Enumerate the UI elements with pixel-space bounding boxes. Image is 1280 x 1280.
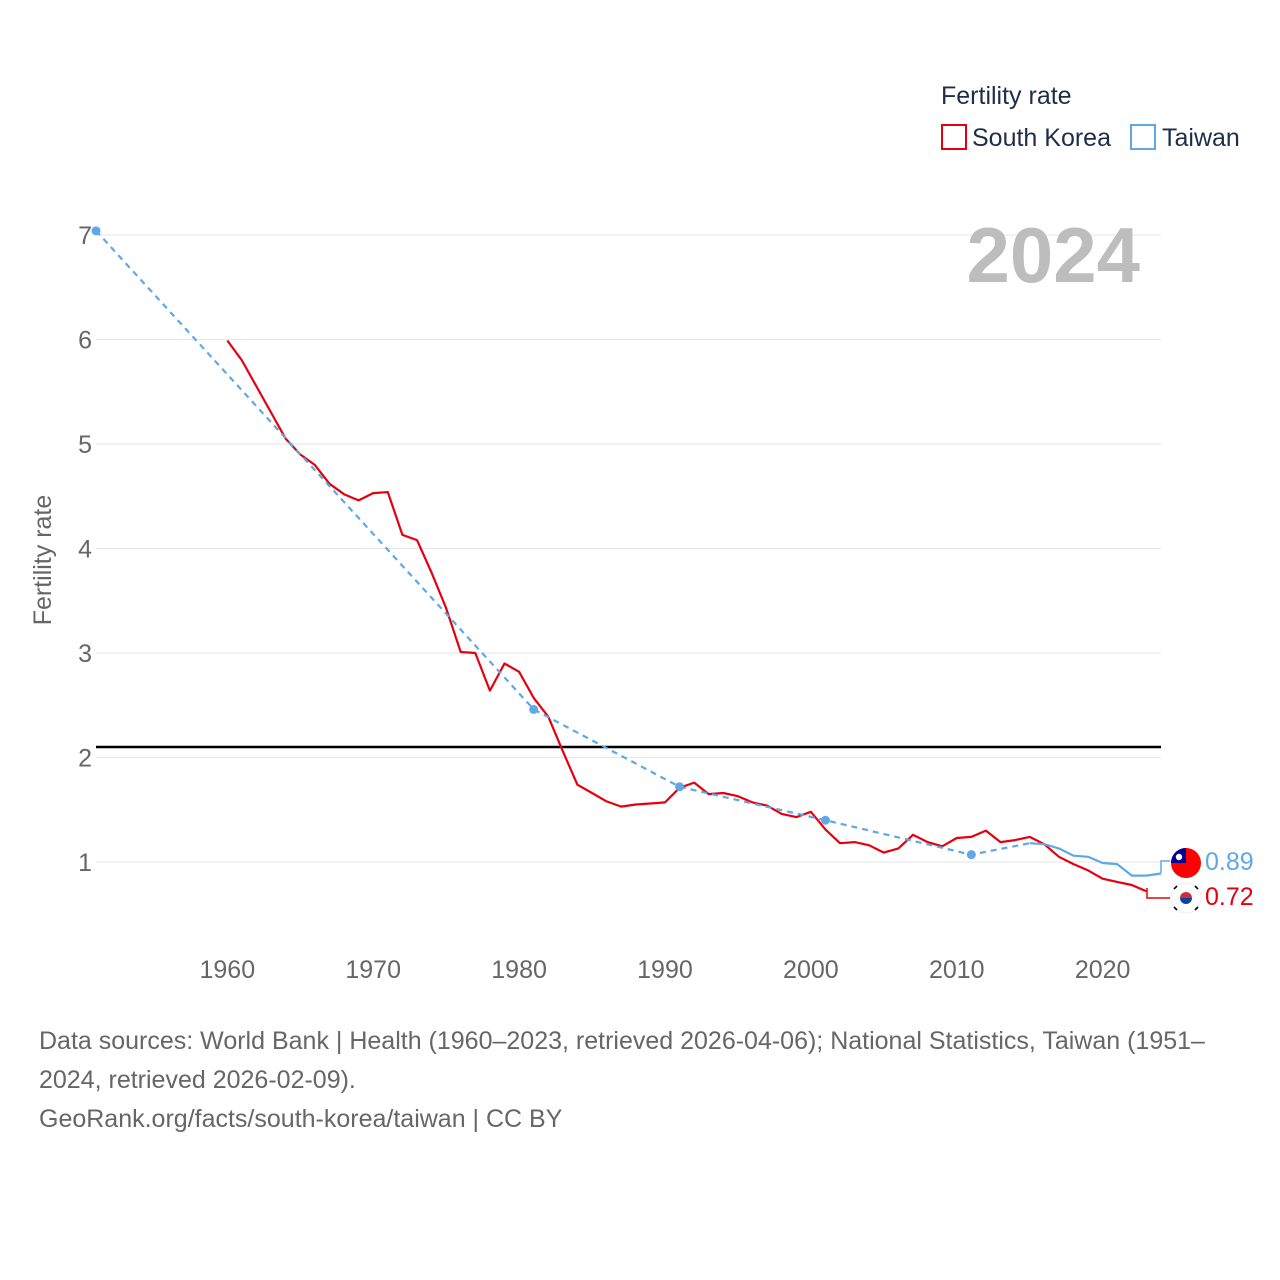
south-korea-leader-line: [1146, 888, 1170, 899]
legend-label-taiwan[interactable]: Taiwan: [1162, 124, 1240, 152]
x-tick-label-2000: 2000: [783, 956, 839, 984]
y-tick-label-6: 6: [78, 327, 92, 355]
y-tick-label-3: 3: [78, 640, 92, 668]
data-sources-text: Data sources: World Bank | Health (1960–…: [39, 1027, 1205, 1094]
y-tick-label-2: 2: [78, 745, 92, 773]
taiwan-point-1981: [529, 704, 539, 714]
legend: Fertility rate South Korea Taiwan: [941, 82, 1240, 152]
axes: 1 2 3 4 5 6 7 1960 1970 1980 1990 2000 2010 2020: [78, 222, 1130, 984]
legend-swatch-south-korea[interactable]: [941, 124, 967, 150]
legend-title: Fertility rate: [941, 82, 1072, 110]
legend-label-south-korea[interactable]: South Korea: [972, 124, 1111, 152]
taiwan-point-2001: [820, 815, 830, 825]
south-korea-end-label: 0.72: [1205, 883, 1254, 911]
taiwan-end-label: 0.89: [1205, 848, 1254, 876]
y-tick-label-1: 1: [78, 849, 92, 877]
footer: Data sources: World Bank | Health (1960–…: [39, 1022, 1254, 1139]
taiwan-flag: [1171, 848, 1201, 878]
y-axis-title: Fertility rate: [29, 495, 57, 626]
x-tick-label-1970: 1970: [345, 956, 401, 984]
legend-swatch-taiwan[interactable]: [1130, 124, 1156, 150]
series-line-south-korea: [226, 339, 1147, 893]
x-tick-label-1980: 1980: [491, 956, 547, 984]
y-tick-label-5: 5: [78, 431, 92, 459]
year-label: 2024: [966, 211, 1140, 299]
taiwan-leader-line: [1160, 860, 1170, 873]
taiwan-point-2011: [966, 850, 976, 860]
grid: [96, 234, 1161, 863]
series-line-taiwan-solid: [1029, 842, 1162, 877]
credit-text: GeoRank.org/facts/south-korea/taiwan | C…: [39, 1105, 563, 1133]
y-tick-label-4: 4: [78, 536, 92, 564]
taiwan-point-1951: [91, 226, 101, 236]
series-layer: [91, 226, 1162, 893]
x-tick-label-2010: 2010: [929, 956, 985, 984]
series-line-taiwan-dashed: [95, 230, 1030, 856]
y-tick-label-7: 7: [78, 222, 92, 250]
end-markers: 0.89 0.72: [1146, 848, 1254, 914]
taiwan-point-1991: [675, 782, 685, 792]
x-tick-label-1960: 1960: [199, 956, 255, 984]
x-tick-label-2020: 2020: [1075, 956, 1131, 984]
x-tick-label-1990: 1990: [637, 956, 693, 984]
south-korea-flag: [1170, 882, 1202, 914]
